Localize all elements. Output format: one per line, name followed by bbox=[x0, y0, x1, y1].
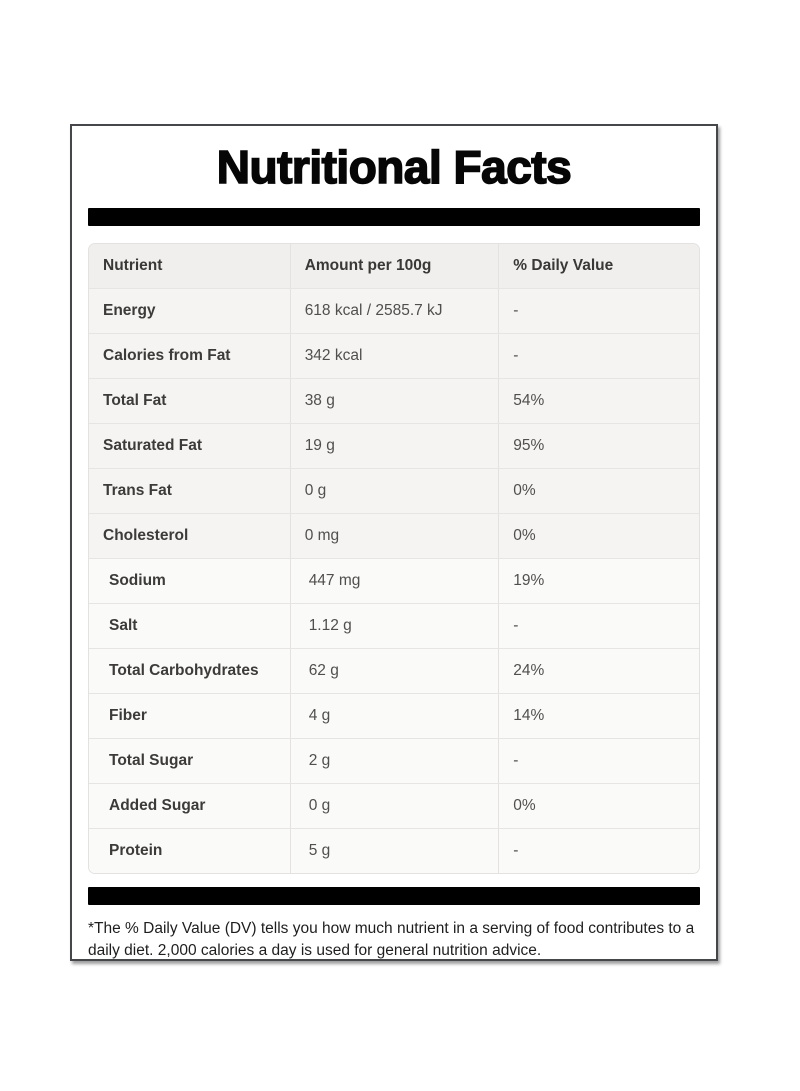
nutrient-name-cell: Added Sugar bbox=[109, 797, 206, 815]
nutrient-name-cell: Fiber bbox=[109, 707, 147, 725]
table-row: Trans Fat 0 g 0% bbox=[89, 468, 699, 514]
nutrient-name-cell: Energy bbox=[103, 302, 156, 320]
nutrient-name-cell: Total Sugar bbox=[109, 752, 194, 770]
column-header-daily-value: % Daily Value bbox=[498, 244, 699, 289]
amount-cell: 5 g bbox=[289, 829, 499, 874]
daily-value-cell: - bbox=[498, 334, 699, 379]
daily-value-cell: 54% bbox=[498, 379, 699, 424]
daily-value-cell: 14% bbox=[498, 694, 699, 739]
table-header-row: Nutrient Amount per 100g % Daily Value bbox=[89, 244, 699, 289]
daily-value-cell: - bbox=[498, 739, 699, 784]
nutrient-name-cell: Total Carbohydrates bbox=[109, 662, 259, 680]
table-row: Saturated Fat 19 g 95% bbox=[89, 423, 699, 469]
column-header-amount: Amount per 100g bbox=[289, 244, 499, 289]
daily-value-cell: - bbox=[498, 289, 699, 334]
nutrient-name-cell: Calories from Fat bbox=[103, 347, 231, 365]
table-body: Energy 618 kcal / 2585.7 kJ - Calories from… bbox=[89, 288, 699, 874]
amount-cell: 62 g bbox=[289, 649, 499, 694]
amount-cell: 342 kcal bbox=[289, 334, 499, 379]
table-row: Sodium 447 mg 19% bbox=[89, 558, 699, 604]
table-row: Salt 1.12 g- bbox=[89, 603, 699, 649]
daily-value-cell: 95% bbox=[498, 424, 699, 469]
table-row: Protein 5 g- bbox=[89, 828, 699, 874]
column-header-nutrient: Nutrient bbox=[103, 257, 163, 275]
table-row: Total Carbohydrates 62 g 24% bbox=[89, 648, 699, 694]
table-row: Calories from Fat 342 kcal - bbox=[89, 333, 699, 379]
top-divider-bar bbox=[88, 208, 700, 227]
table-row: Fiber 4 g 14% bbox=[89, 693, 699, 739]
amount-cell: 447 mg bbox=[289, 559, 499, 604]
table-row: Energy 618 kcal / 2585.7 kJ - bbox=[89, 288, 699, 334]
daily-value-footnote: *The % Daily Value (DV) tells you how mu… bbox=[88, 920, 695, 960]
amount-cell: 0 g bbox=[289, 469, 499, 514]
nutrition-label-card: Nutritional Facts Nutrient Amount per 10… bbox=[70, 124, 718, 961]
daily-value-cell: - bbox=[498, 829, 699, 874]
nutrient-name-cell: Trans Fat bbox=[103, 482, 172, 500]
daily-value-cell: 0% bbox=[498, 514, 699, 559]
page-title: Nutritional Facts bbox=[216, 141, 573, 193]
daily-value-cell: 19% bbox=[498, 559, 699, 604]
nutrient-name-cell: Saturated Fat bbox=[103, 437, 203, 455]
amount-cell: 1.12 g bbox=[289, 604, 499, 649]
table-row: Total Sugar 2 g- bbox=[89, 738, 699, 784]
amount-cell: 0 mg bbox=[289, 514, 499, 559]
nutrient-name-cell: Cholesterol bbox=[103, 527, 189, 545]
daily-value-cell: - bbox=[498, 604, 699, 649]
amount-cell: 618 kcal / 2585.7 kJ bbox=[289, 289, 499, 334]
bottom-divider-bar bbox=[88, 887, 700, 906]
table-row: Added Sugar 0 g 0% bbox=[89, 783, 699, 829]
amount-cell: 4 g bbox=[289, 694, 499, 739]
amount-cell: 38 g bbox=[289, 379, 499, 424]
daily-value-cell: 24% bbox=[498, 649, 699, 694]
amount-cell: 19 g bbox=[289, 424, 499, 469]
daily-value-cell: 0% bbox=[498, 469, 699, 514]
nutrient-name-cell: Total Fat bbox=[103, 392, 167, 410]
daily-value-cell: 0% bbox=[498, 784, 699, 829]
nutrient-name-cell: Protein bbox=[109, 842, 163, 860]
nutrient-name-cell: Salt bbox=[109, 617, 138, 635]
amount-cell: 2 g bbox=[289, 739, 499, 784]
nutrition-table: Nutrient Amount per 100g % Daily Value E… bbox=[88, 243, 700, 875]
nutrient-name-cell: Sodium bbox=[109, 572, 166, 590]
table-row: Cholesterol 0 mg 0% bbox=[89, 513, 699, 559]
table-row: Total Fat 38 g 54% bbox=[89, 378, 699, 424]
amount-cell: 0 g bbox=[289, 784, 499, 829]
